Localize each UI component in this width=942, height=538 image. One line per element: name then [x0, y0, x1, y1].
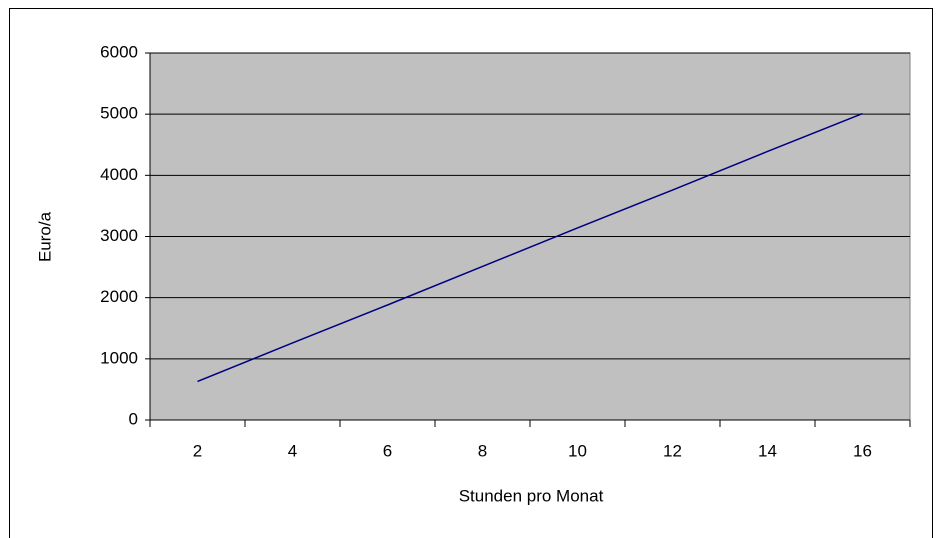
y-tick-label: 4000	[100, 165, 138, 184]
x-tick-label: 12	[663, 441, 682, 460]
x-tick-label: 2	[193, 441, 202, 460]
y-tick-label: 2000	[100, 287, 138, 306]
y-tick-label: 3000	[100, 226, 138, 245]
x-tick-label: 10	[568, 441, 587, 460]
y-tick-label: 6000	[100, 42, 138, 61]
y-axis-label: Euro/a	[35, 211, 54, 262]
y-tick-label: 0	[129, 409, 138, 428]
y-tick-label: 5000	[100, 104, 138, 123]
x-tick-label: 14	[758, 441, 777, 460]
chart-frame	[9, 8, 933, 538]
x-tick-label: 8	[478, 441, 487, 460]
x-tick-label: 16	[853, 441, 872, 460]
x-tick-label: 6	[383, 441, 392, 460]
x-axis-label: Stunden pro Monat	[459, 486, 604, 505]
x-tick-label: 4	[288, 441, 297, 460]
data-line	[197, 112, 863, 383]
y-tick-label: 1000	[100, 348, 138, 367]
